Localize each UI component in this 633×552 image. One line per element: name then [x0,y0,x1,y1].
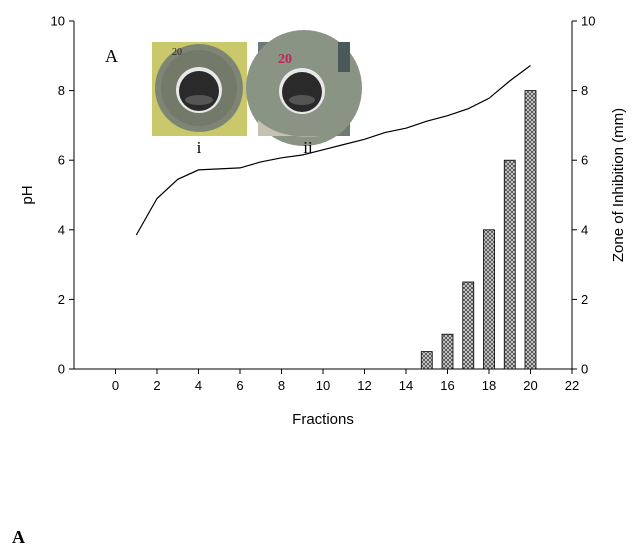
left-tick-label: 0 [58,362,65,377]
zone-bar [441,333,454,370]
inset-plate-text: 20 [172,47,182,58]
figure-label: A [12,527,25,547]
right-tick-label: 8 [581,83,588,98]
inset-photo-i: 20 [152,42,247,136]
zone-bar [420,351,433,370]
inset-photo-ii: 20 [246,30,362,146]
x-axis-ticks: 0 2 4 6 8 10 12 14 16 18 20 22 [112,369,579,393]
zone-bar [483,229,495,370]
x-tick-label: 12 [357,378,371,393]
x-tick-label: 14 [399,378,413,393]
x-tick-label: 0 [112,378,119,393]
right-tick-label: 4 [581,222,588,237]
inset-label-ii: ii [303,138,313,157]
x-tick-label: 22 [565,378,579,393]
x-tick-label: 6 [236,378,243,393]
x-axis-title: Fractions [292,411,354,428]
right-tick-label: 0 [581,362,588,377]
x-tick-label: 8 [278,378,285,393]
x-tick-label: 4 [195,378,202,393]
x-tick-label: 2 [153,378,160,393]
zone-bar [524,90,537,370]
panel-label: A [105,46,118,66]
zone-bar [462,281,475,370]
right-axis-title: Zone of Inhibition (mm) [610,108,627,262]
left-tick-label: 8 [58,83,65,98]
zone-bar [503,159,516,370]
right-tick-label: 6 [581,153,588,168]
x-tick-label: 10 [316,378,330,393]
left-tick-label: 10 [51,14,65,29]
x-tick-label: 20 [523,378,537,393]
left-tick-label: 6 [58,153,65,168]
ph-line-series [135,65,531,236]
right-tick-label: 2 [581,292,588,307]
x-tick-label: 18 [482,378,496,393]
left-tick-label: 4 [58,222,65,237]
bar-series [420,90,537,370]
right-axis-ticks: 0 2 4 6 8 10 [572,14,595,377]
left-tick-label: 2 [58,292,65,307]
inset-label-i: i [197,138,202,157]
inset-plate-text: 20 [278,52,292,67]
left-axis-ticks: 0 2 4 6 8 10 [51,14,74,377]
right-tick-label: 10 [581,14,595,29]
x-tick-label: 16 [440,378,454,393]
left-axis-title: pH [19,185,36,204]
